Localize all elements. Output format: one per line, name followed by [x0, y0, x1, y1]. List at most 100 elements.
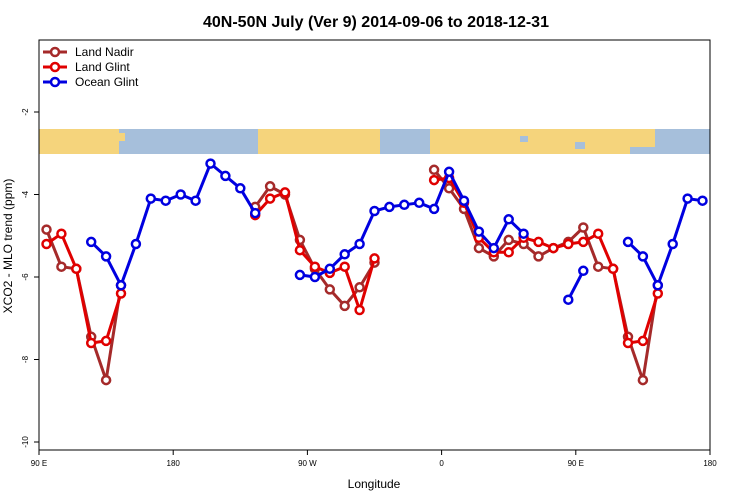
- data-point: [518, 228, 529, 239]
- legend-item: Land Nadir: [43, 45, 134, 59]
- data-point: [413, 197, 425, 209]
- legend-label: Land Nadir: [75, 45, 134, 59]
- legend-marker: [49, 46, 61, 58]
- x-tick-label: 90 E: [568, 459, 584, 468]
- plot-frame: [38, 39, 711, 451]
- data-point: [100, 251, 112, 262]
- data-point: [85, 236, 97, 248]
- data-point: [309, 261, 321, 272]
- data-point: [115, 288, 127, 299]
- data-point: [637, 335, 649, 347]
- series-land-nadir: [41, 164, 664, 386]
- data-point: [264, 193, 276, 204]
- series-line: [45, 232, 123, 345]
- series-land-glint: [41, 172, 664, 349]
- data-point: [175, 189, 186, 200]
- data-point: [309, 271, 321, 283]
- data-point: [264, 181, 276, 192]
- data-point: [563, 238, 574, 250]
- data-point: [578, 236, 589, 248]
- data-point: [354, 282, 365, 293]
- data-point: [339, 249, 350, 260]
- data-point: [85, 337, 97, 349]
- data-point: [384, 201, 395, 213]
- y-tick-label: -6: [21, 273, 30, 281]
- data-point: [428, 164, 440, 176]
- data-point: [473, 226, 485, 237]
- data-point: [115, 280, 127, 291]
- data-point: [41, 238, 52, 250]
- y-axis-label: XCO2 - MLO trend (ppm): [1, 179, 15, 314]
- data-point: [622, 236, 634, 248]
- data-point: [354, 304, 365, 316]
- data-point: [100, 335, 112, 347]
- data-point: [443, 183, 455, 194]
- data-point: [592, 228, 604, 239]
- series-line: [90, 162, 257, 287]
- x-axis: 90 E 180 90 W 0 90 E 180: [31, 450, 717, 468]
- series-line: [566, 270, 585, 301]
- data-point: [533, 251, 544, 262]
- data-point: [578, 222, 589, 233]
- y-axis: -10 -8 -6 -4 -2: [21, 108, 39, 448]
- world-map-strip: [39, 129, 710, 154]
- data-point: [56, 228, 67, 239]
- data-point: [428, 203, 440, 215]
- data-point: [578, 265, 589, 277]
- legend-marker: [49, 76, 61, 88]
- y-tick-label: -10: [21, 436, 30, 448]
- data-point: [190, 195, 201, 206]
- data-point: [503, 247, 514, 258]
- data-point: [592, 261, 604, 272]
- x-tick-label: 180: [703, 459, 717, 468]
- x-axis-label: Longitude: [348, 477, 401, 491]
- legend-label: Ocean Glint: [75, 75, 139, 89]
- data-point: [71, 263, 82, 275]
- data-point: [622, 337, 634, 349]
- data-point: [697, 195, 708, 206]
- data-point: [145, 193, 157, 204]
- data-point: [488, 242, 500, 254]
- data-point: [160, 195, 171, 206]
- data-point: [339, 300, 350, 312]
- series-ocean-glint: [85, 158, 708, 305]
- y-tick-label: -4: [21, 190, 30, 198]
- data-point: [667, 238, 678, 250]
- x-tick-label: 90 E: [31, 459, 47, 468]
- data-point: [235, 183, 246, 194]
- data-point: [339, 261, 350, 272]
- data-point: [637, 251, 649, 262]
- chart-title: 40N-50N July (Ver 9) 2014-09-06 to 2018-…: [203, 14, 549, 31]
- data-point: [324, 284, 336, 295]
- data-point: [458, 195, 470, 206]
- data-point: [637, 374, 649, 386]
- series-line: [433, 176, 660, 345]
- data-point: [294, 269, 306, 281]
- legend-item: Land Glint: [43, 60, 130, 74]
- x-tick-label: 90 W: [298, 459, 317, 468]
- data-point: [354, 238, 365, 250]
- data-point: [652, 288, 664, 299]
- data-point: [205, 158, 216, 169]
- data-point: [249, 207, 261, 219]
- data-point: [220, 170, 231, 182]
- y-tick-label: -8: [21, 355, 30, 363]
- data-point: [399, 199, 410, 211]
- y-tick-label: -2: [21, 108, 30, 116]
- data-point: [652, 280, 664, 291]
- data-point: [607, 263, 619, 275]
- data-point: [324, 263, 336, 275]
- series-line: [299, 170, 525, 279]
- data-point: [533, 236, 544, 248]
- data-point: [682, 193, 693, 204]
- data-point: [443, 166, 455, 178]
- data-point: [473, 242, 485, 254]
- series-line: [626, 197, 703, 287]
- data-point: [100, 374, 112, 386]
- legend-label: Land Glint: [75, 60, 130, 74]
- data-point: [41, 224, 52, 235]
- data-point: [369, 205, 380, 217]
- data-point: [428, 174, 440, 186]
- data-point: [130, 238, 142, 250]
